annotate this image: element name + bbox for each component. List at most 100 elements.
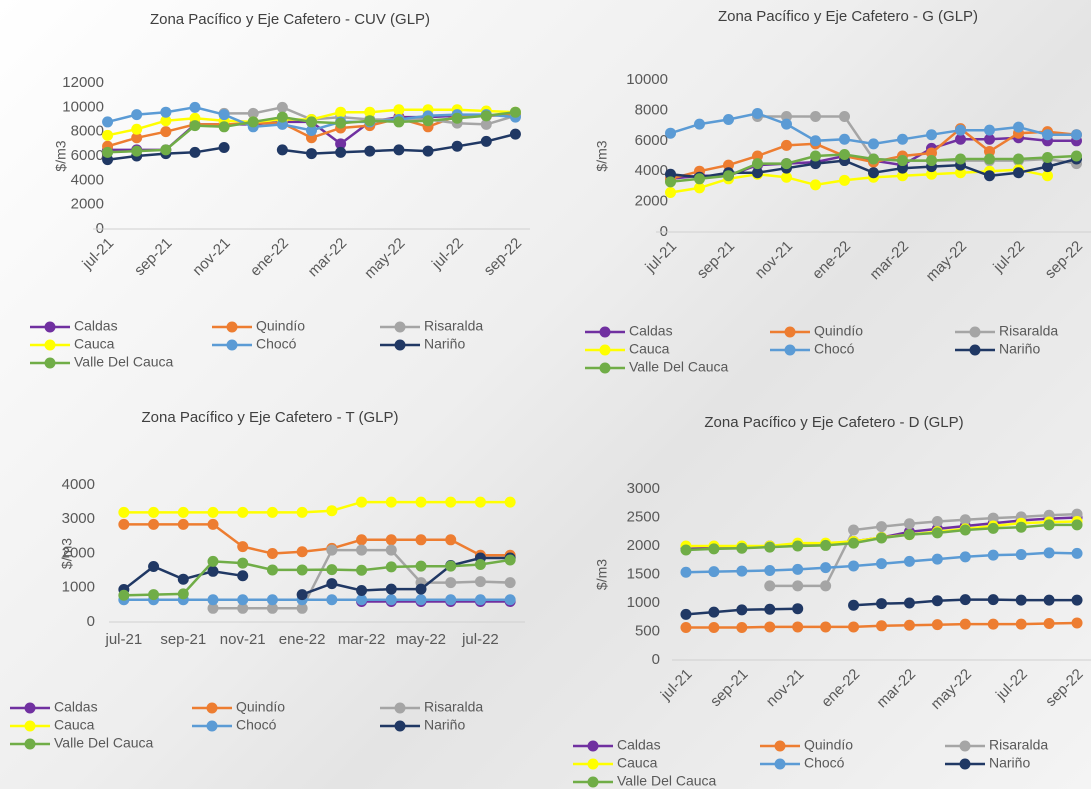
data-point	[356, 584, 368, 596]
legend-marker	[587, 776, 599, 788]
data-point	[160, 115, 172, 127]
data-point	[868, 153, 879, 165]
data-point	[1071, 594, 1083, 606]
data-point	[445, 594, 457, 606]
data-point	[218, 109, 230, 121]
data-point	[148, 506, 160, 518]
data-point	[959, 514, 971, 526]
data-point	[723, 159, 734, 171]
legend-marker	[774, 740, 786, 752]
legend-marker	[587, 740, 599, 752]
x-tick-label: jul-22	[428, 235, 467, 274]
data-point	[296, 506, 308, 518]
data-point	[148, 561, 160, 573]
data-point	[1015, 549, 1027, 561]
data-point	[723, 170, 734, 182]
data-point	[474, 576, 486, 588]
x-tick-label: jul-22	[992, 666, 1031, 705]
data-point	[781, 139, 792, 151]
data-point	[752, 150, 763, 162]
data-point	[247, 107, 259, 119]
data-point	[118, 506, 130, 518]
y-tick-label: 3000	[627, 480, 660, 497]
data-point	[296, 589, 308, 601]
x-tick-label: jul-21	[657, 666, 696, 705]
data-point	[955, 124, 966, 136]
legend-marker	[44, 321, 56, 333]
y-tick-label: 4000	[62, 476, 95, 493]
y-tick-label: 0	[652, 651, 660, 668]
y-tick-label: 6000	[71, 147, 104, 164]
y-tick-label: 1000	[627, 594, 660, 611]
data-point	[931, 553, 943, 565]
data-point	[708, 622, 720, 634]
data-point	[1043, 594, 1055, 606]
data-point	[736, 622, 748, 634]
data-point	[926, 155, 937, 167]
data-point	[931, 527, 943, 539]
x-tick-label: sep-21	[131, 235, 175, 279]
data-point	[792, 580, 804, 592]
data-point	[480, 110, 492, 122]
data-point	[504, 496, 516, 508]
data-point	[752, 167, 763, 179]
legend-marker	[394, 720, 406, 732]
legend-marker	[587, 758, 599, 770]
data-point	[480, 118, 492, 130]
legend-label: Nariño	[989, 755, 1030, 771]
y-axis-label: $/m3	[59, 538, 75, 569]
data-point	[665, 186, 676, 198]
data-point	[810, 150, 821, 162]
data-point	[984, 153, 995, 165]
y-tick-label: 1500	[627, 565, 660, 582]
data-point	[218, 121, 230, 133]
chart-title: Zona Pacífico y Eje Cafetero - T (GLP)	[141, 409, 398, 426]
data-point	[810, 158, 821, 170]
data-point	[237, 541, 249, 553]
legend-label: Quindío	[814, 323, 863, 339]
x-tick-label: nov-21	[752, 238, 796, 282]
data-point	[393, 104, 405, 116]
data-point	[237, 506, 249, 518]
legend-label: Chocó	[804, 755, 845, 771]
legend-label: Valle Del Cauca	[54, 735, 154, 751]
x-tick-label: mar-22	[305, 235, 351, 281]
legend-marker	[784, 326, 796, 338]
legend-marker	[24, 702, 36, 714]
data-point	[177, 573, 189, 585]
data-point	[266, 548, 278, 559]
data-point	[415, 496, 427, 508]
data-point	[897, 170, 908, 182]
y-tick-label: 10000	[62, 98, 104, 115]
data-point	[296, 546, 308, 558]
data-point	[207, 565, 219, 577]
legend-label: Cauca	[74, 336, 115, 352]
data-point	[451, 112, 463, 124]
data-point	[723, 114, 734, 126]
data-point	[177, 588, 189, 600]
legend-marker	[784, 344, 796, 356]
x-tick-label: jul-21	[79, 235, 118, 274]
data-point	[1071, 547, 1083, 559]
y-axis-label: $/m3	[594, 559, 610, 590]
y-axis-label: $/m3	[53, 140, 69, 171]
data-point	[764, 541, 776, 553]
legend-label: Chocó	[814, 341, 855, 357]
data-point	[102, 146, 114, 158]
data-point	[326, 544, 338, 556]
data-point	[680, 566, 692, 578]
legend-marker	[24, 720, 36, 732]
x-tick-label: jul-22	[989, 238, 1028, 277]
chart: Zona Pacífico y Eje Cafetero - D (GLP) $/…	[573, 414, 1091, 789]
data-point	[189, 120, 201, 132]
legend-marker	[959, 758, 971, 770]
legend-label: Chocó	[236, 717, 277, 733]
data-point	[839, 148, 850, 160]
data-point	[266, 594, 278, 606]
data-point	[848, 599, 860, 611]
data-point	[876, 620, 887, 632]
data-point	[984, 145, 995, 157]
data-point	[781, 158, 792, 170]
data-point	[781, 171, 792, 183]
legend-marker	[969, 326, 981, 338]
